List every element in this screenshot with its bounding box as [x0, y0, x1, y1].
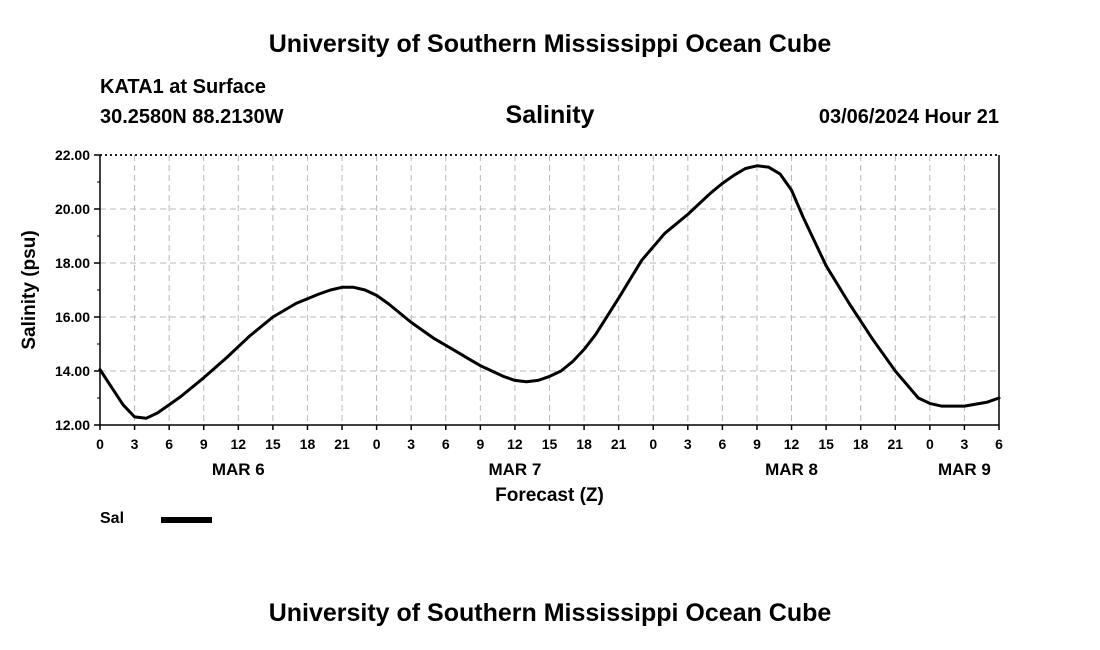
x-tick-label: 9	[476, 436, 484, 452]
header-title: University of Southern Mississippi Ocean…	[268, 30, 832, 58]
chart-series	[98, 164, 1001, 420]
x-tick-label: 0	[649, 436, 657, 452]
x-tick-label: 0	[96, 436, 104, 452]
x-tick-label: 3	[961, 436, 969, 452]
x-tick-label: 12	[784, 436, 800, 452]
x-tick-label: 18	[576, 436, 592, 452]
x-tick-label: 18	[853, 436, 869, 452]
x-tick-label: 6	[165, 436, 173, 452]
x-tick-label: 0	[926, 436, 934, 452]
chart-axes	[94, 154, 1000, 430]
footer-title: University of Southern Mississippi Ocean…	[268, 599, 832, 627]
y-tick-label: 18.00	[55, 255, 90, 271]
x-tick-label: 6	[442, 436, 450, 452]
x-tick-label: 9	[200, 436, 208, 452]
chart-grid	[100, 155, 999, 425]
legend-label: Sal	[100, 510, 125, 527]
station-label: KATA1 at Surface	[100, 76, 266, 98]
x-date-label: MAR 9	[938, 460, 991, 479]
x-tick-label: 3	[131, 436, 139, 452]
x-tick-label: 0	[373, 436, 381, 452]
y-tick-label: 14.00	[55, 363, 90, 379]
y-tick-label: 12.00	[55, 417, 90, 433]
x-tick-label: 15	[542, 436, 558, 452]
chart-title: Salinity	[505, 101, 595, 129]
x-tick-label: 15	[818, 436, 834, 452]
station-coordinates: 30.2580N 88.2130W	[100, 106, 284, 128]
x-tick-label: 12	[231, 436, 247, 452]
x-tick-label: 21	[334, 436, 350, 452]
x-tick-label: 21	[611, 436, 627, 452]
x-axis-title: Forecast (Z)	[495, 485, 604, 506]
x-date-label: MAR 7	[488, 460, 541, 479]
x-tick-label: 18	[300, 436, 316, 452]
y-tick-label: 20.00	[55, 201, 90, 217]
x-tick-label: 12	[507, 436, 523, 452]
x-tick-label: 15	[265, 436, 281, 452]
chart-labels: 12.00 14.00 16.00 18.00 20.00 22.00 0 3 6 9 12 15 18…	[19, 147, 1003, 506]
y-tick-label: 16.00	[55, 309, 90, 325]
y-tick-label: 22.00	[55, 147, 90, 163]
forecast-datetime: 03/06/2024 Hour 21	[818, 106, 999, 128]
legend-line-swatch	[161, 517, 212, 523]
x-tick-label: 21	[887, 436, 903, 452]
x-tick-label: 3	[684, 436, 692, 452]
x-date-label: MAR 6	[212, 460, 265, 479]
x-tick-label: 6	[718, 436, 726, 452]
x-date-label: MAR 8	[765, 460, 818, 479]
x-tick-label: 3	[407, 436, 415, 452]
x-tick-label: 9	[753, 436, 761, 452]
y-axis-title: Salinity (psu)	[19, 230, 40, 349]
x-tick-label: 6	[995, 436, 1003, 452]
